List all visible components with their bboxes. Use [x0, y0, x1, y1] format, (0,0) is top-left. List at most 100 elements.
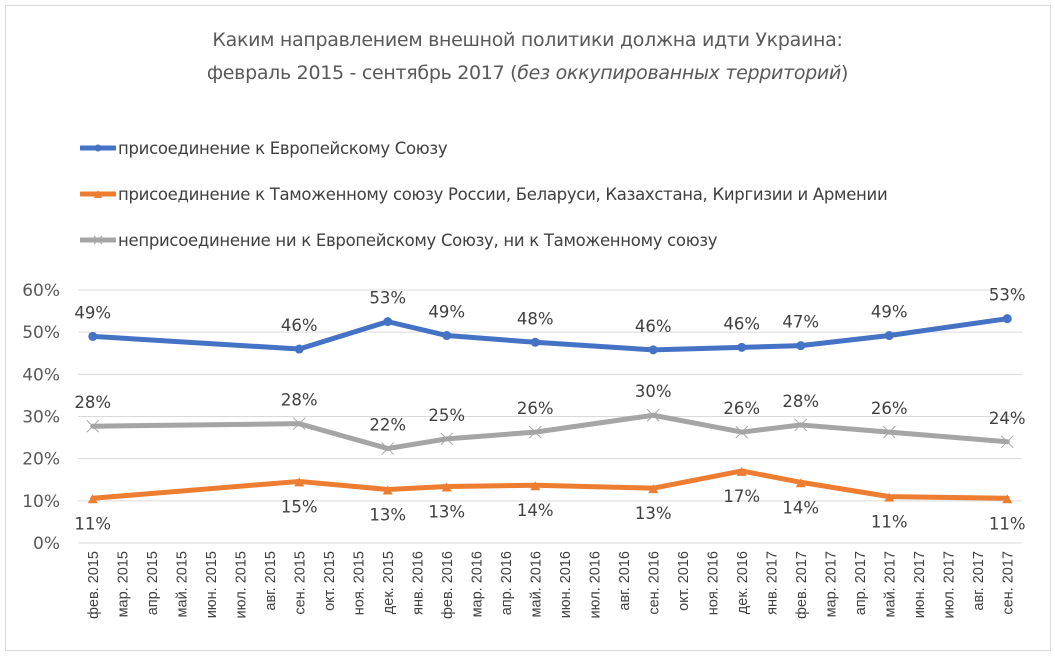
data-label: 26%: [723, 399, 760, 418]
data-label: 15%: [281, 497, 318, 516]
y-tick-label: 20%: [22, 450, 60, 470]
data-point-marker: [530, 481, 541, 491]
data-point-marker: [737, 342, 747, 352]
x-tick-label: фев. 2017: [794, 551, 810, 619]
x-tick-label: дек. 2016: [735, 551, 751, 614]
chart-title: Каким направлением внешной политики долж…: [0, 24, 1055, 90]
x-tick-label: янв. 2016: [410, 551, 426, 615]
data-label: 17%: [723, 487, 760, 506]
chart-title-line2: февраль 2015 - сентябрь 2017 (без оккупи…: [0, 57, 1055, 90]
data-label: 47%: [782, 313, 819, 332]
data-point-marker: [383, 317, 393, 327]
data-point-marker: [294, 344, 304, 354]
data-label: 22%: [369, 416, 406, 435]
x-tick-label: апр. 2015: [145, 551, 161, 615]
data-label: 53%: [369, 289, 406, 308]
data-point-marker: [646, 408, 660, 422]
data-point-marker: [381, 442, 395, 455]
data-point-marker: [1000, 435, 1014, 449]
x-tick-label: ноя. 2016: [705, 551, 721, 615]
x-tick-label: сен. 2015: [292, 551, 308, 615]
data-label: 11%: [989, 514, 1026, 533]
data-label: 11%: [74, 514, 111, 533]
title-suffix: ): [841, 62, 849, 84]
x-tick-label: май. 2016: [528, 551, 544, 617]
data-point-marker: [441, 482, 452, 492]
data-label: 49%: [871, 303, 908, 322]
data-label: 14%: [782, 498, 819, 517]
data-point-marker: [648, 484, 659, 494]
x-tick-label: ноя. 2015: [351, 551, 367, 615]
data-label: 28%: [74, 393, 111, 412]
data-point-marker: [382, 485, 393, 495]
title-italic: без оккупированных территорий: [517, 62, 842, 84]
x-tick-label: фев. 2016: [440, 551, 456, 619]
x-tick-label: окт. 2016: [676, 551, 692, 611]
chart-title-line1: Каким направлением внешной политики долж…: [212, 29, 843, 51]
data-label: 46%: [281, 316, 318, 335]
data-point-marker: [794, 418, 808, 432]
x-tick-label: янв. 2017: [764, 551, 780, 615]
data-label: 14%: [517, 501, 554, 520]
y-tick-label: 50%: [22, 323, 60, 343]
data-label: 25%: [428, 406, 465, 425]
x-tick-label: сен. 2017: [1000, 551, 1016, 615]
data-point-marker: [735, 425, 749, 439]
gridlines: [78, 289, 1022, 544]
data-point-marker: [528, 425, 542, 439]
data-label: 49%: [428, 303, 465, 322]
data-label: 28%: [782, 392, 819, 411]
x-tick-label: дек. 2015: [381, 551, 397, 614]
data-labels: 49% 46% 53% 49% 48% 46% 46% 47% 49% 53% 11% 15% 13% 1…: [74, 286, 1025, 534]
data-label: 26%: [517, 399, 554, 418]
y-tick-label: 60%: [22, 281, 60, 301]
data-point-marker: [795, 478, 806, 488]
y-axis-ticks: 0% 10% 20% 30% 40% 50% 60%: [22, 281, 60, 554]
data-point-marker: [1002, 494, 1013, 504]
x-tick-label: мар. 2016: [469, 551, 485, 617]
data-label: 30%: [635, 382, 672, 401]
series-line: [90, 468, 1010, 501]
data-point-marker: [87, 494, 98, 504]
x-tick-label: авг. 2015: [263, 551, 279, 611]
title-prefix: февраль 2015 - сентябрь 2017 (: [206, 62, 518, 84]
legend-swatch-customs-union: [80, 190, 116, 198]
x-tick-label: июн. 2017: [912, 551, 928, 618]
y-tick-label: 0%: [33, 534, 60, 554]
x-tick-label: мар. 2017: [823, 551, 839, 617]
x-tick-label: апр. 2017: [853, 551, 869, 615]
y-tick-label: 10%: [22, 492, 60, 512]
data-point-marker: [294, 477, 305, 487]
x-tick-label: авг. 2016: [617, 551, 633, 611]
x-tick-label: май. 2017: [882, 551, 898, 617]
legend-swatch-neither: [80, 235, 116, 245]
data-label: 11%: [871, 513, 908, 532]
x-tick-label: июн. 2016: [558, 551, 574, 618]
x-tick-label: май. 2015: [174, 551, 190, 617]
legend-swatch-eu: [80, 144, 116, 152]
data-point-marker: [442, 331, 452, 341]
data-label: 46%: [723, 314, 760, 333]
series-lines: [90, 316, 1010, 501]
legend-label-eu: присоединение к Европейскому Союзу: [118, 138, 448, 158]
data-label: 48%: [517, 309, 554, 328]
data-label: 13%: [369, 505, 406, 524]
data-point-marker: [440, 432, 454, 446]
legend-item-customs-union[interactable]: присоединение к Таможенному союзу России…: [80, 182, 888, 206]
y-tick-label: 30%: [22, 408, 60, 428]
y-tick-label: 40%: [22, 365, 60, 385]
data-label: 26%: [871, 399, 908, 418]
series-markers: [86, 314, 1014, 504]
legend-item-eu[interactable]: присоединение к Европейскому Союзу: [80, 136, 448, 160]
data-point-marker: [884, 331, 894, 341]
x-tick-label: мар. 2015: [115, 551, 131, 617]
legend-item-neither[interactable]: неприсоединение ни к Европейскому Союзу,…: [80, 228, 718, 252]
x-tick-label: авг. 2017: [971, 551, 987, 611]
x-tick-label: июн. 2015: [204, 551, 220, 618]
data-point-marker: [292, 417, 306, 431]
data-label: 13%: [428, 502, 465, 521]
data-point-marker: [796, 341, 806, 351]
x-tick-label: окт. 2015: [322, 551, 338, 611]
data-label: 53%: [989, 286, 1026, 305]
